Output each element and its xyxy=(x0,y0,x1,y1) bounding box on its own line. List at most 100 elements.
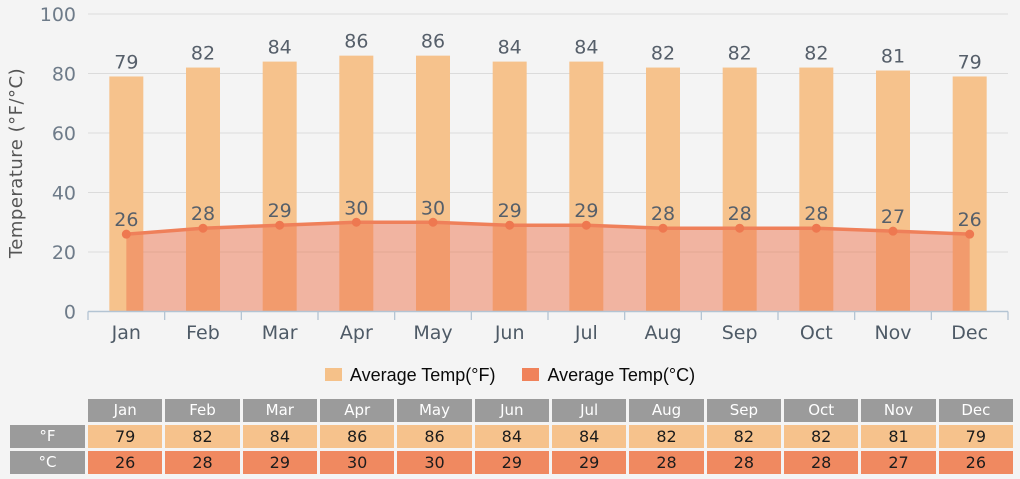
x-axis-label-feb: Feb xyxy=(186,322,220,344)
table-value-fahrenheit-mar: 84 xyxy=(242,425,317,448)
line-point-jul xyxy=(581,220,591,230)
point-value-label: 28 xyxy=(804,203,828,225)
table-month-header-nov: Nov xyxy=(861,399,936,422)
line-point-sep xyxy=(735,223,745,233)
table-value-celsius-may: 30 xyxy=(397,451,472,474)
point-value-label: 28 xyxy=(191,203,215,225)
table-row-label-celsius: °C xyxy=(10,451,85,474)
table-month-header-apr: Apr xyxy=(320,399,395,422)
table-value-fahrenheit-jan: 79 xyxy=(88,425,163,448)
table-value-fahrenheit-jun: 84 xyxy=(474,425,549,448)
x-axis-label-aug: Aug xyxy=(644,322,681,344)
bar-value-label: 79 xyxy=(114,51,138,73)
point-value-label: 28 xyxy=(728,203,752,225)
line-point-aug xyxy=(658,223,668,233)
table-month-header-aug: Aug xyxy=(629,399,704,422)
bar-value-label: 79 xyxy=(958,51,982,73)
bar-value-label: 82 xyxy=(191,43,215,65)
table-corner-cell xyxy=(10,399,85,422)
table-value-fahrenheit-aug: 82 xyxy=(629,425,704,448)
x-axis-label-jul: Jul xyxy=(574,322,598,344)
line-point-mar xyxy=(275,220,285,230)
table-month-header-jun: Jun xyxy=(474,399,549,422)
chart-legend: Average Temp(°F) Average Temp(°C) xyxy=(0,361,1020,388)
legend-label: Average Temp(°F) xyxy=(349,364,496,385)
x-axis-label-sep: Sep xyxy=(722,322,758,344)
table-value-fahrenheit-dec: 79 xyxy=(938,425,1013,448)
bar-value-label: 86 xyxy=(421,31,445,53)
bar-value-label: 84 xyxy=(498,37,522,59)
point-value-label: 26 xyxy=(114,209,138,231)
table-month-header-jan: Jan xyxy=(88,399,163,422)
area-series-celsius xyxy=(126,222,970,312)
legend-label: Average Temp(°C) xyxy=(547,364,696,385)
line-point-oct xyxy=(811,223,821,233)
x-axis-label-dec: Dec xyxy=(951,322,988,344)
legend-item-avg-temp-c[interactable]: Average Temp(°C) xyxy=(522,366,695,384)
table-value-fahrenheit-oct: 82 xyxy=(784,425,859,448)
table-value-fahrenheit-apr: 86 xyxy=(320,425,395,448)
temperature-chart: 0 20 40 60 80 100 Temperature (°F/°C) 79 82 84 86 8… xyxy=(6,4,1009,344)
point-value-label: 27 xyxy=(881,206,905,228)
table-value-celsius-feb: 28 xyxy=(165,451,240,474)
table-value-celsius-oct: 28 xyxy=(784,451,859,474)
table-value-fahrenheit-feb: 82 xyxy=(165,425,240,448)
x-axis-label-oct: Oct xyxy=(800,322,833,344)
table-value-celsius-apr: 30 xyxy=(320,451,395,474)
x-axis-label-jun: Jun xyxy=(494,322,525,344)
legend-item-avg-temp-f[interactable]: Average Temp(°F) xyxy=(324,364,496,385)
y-axis-tick-label: 0 xyxy=(64,302,76,324)
bar-value-label: 82 xyxy=(651,43,675,65)
x-axis-label-mar: Mar xyxy=(262,322,298,344)
legend-swatch-icon xyxy=(522,368,540,381)
line-point-dec xyxy=(965,229,975,239)
bar-value-label: 84 xyxy=(574,37,598,59)
y-axis-title: Temperature (°F/°C) xyxy=(6,68,27,259)
line-point-may xyxy=(428,217,438,227)
line-series-celsius xyxy=(126,220,970,236)
table-value-celsius-aug: 28 xyxy=(629,451,704,474)
line-point-jan xyxy=(121,229,131,239)
table-value-fahrenheit-nov: 81 xyxy=(861,425,936,448)
bar-value-label: 84 xyxy=(268,37,292,59)
point-value-label: 30 xyxy=(344,197,368,219)
line-point-apr xyxy=(351,217,361,227)
table-month-header-dec: Dec xyxy=(938,399,1013,422)
legend-swatch-icon xyxy=(324,368,342,381)
line-point-nov xyxy=(888,226,898,236)
y-axis-tick-label: 60 xyxy=(52,123,76,145)
table-value-celsius-jul: 29 xyxy=(552,451,627,474)
table-value-fahrenheit-sep: 82 xyxy=(706,425,781,448)
bar-value-label: 81 xyxy=(881,46,905,68)
table-value-fahrenheit-may: 86 xyxy=(397,425,472,448)
table-row-label-fahrenheit: °F xyxy=(10,425,85,448)
table-value-celsius-mar: 29 xyxy=(242,451,317,474)
point-value-label: 29 xyxy=(498,200,522,222)
x-axis-label-nov: Nov xyxy=(874,322,911,344)
bar-value-label: 86 xyxy=(344,31,368,53)
y-axis-tick-label: 20 xyxy=(52,242,76,264)
point-value-label: 29 xyxy=(268,200,292,222)
table-value-celsius-dec: 26 xyxy=(938,451,1013,474)
table-value-celsius-jun: 29 xyxy=(474,451,549,474)
bar-value-label: 82 xyxy=(804,43,828,65)
table-value-celsius-jan: 26 xyxy=(88,451,163,474)
point-value-label: 28 xyxy=(651,203,675,225)
x-axis-label-apr: Apr xyxy=(340,322,373,344)
table-month-header-mar: Mar xyxy=(242,399,317,422)
x-axis-label-jan: Jan xyxy=(111,322,141,344)
table-month-header-may: May xyxy=(397,399,472,422)
point-value-label: 30 xyxy=(421,197,445,219)
y-axis-tick-label: 40 xyxy=(52,183,76,205)
y-axis-tick-label: 80 xyxy=(52,64,76,86)
point-value-label: 26 xyxy=(958,209,982,231)
table-value-fahrenheit-jul: 84 xyxy=(552,425,627,448)
y-axis-tick-label: 100 xyxy=(40,4,76,26)
table-month-header-sep: Sep xyxy=(706,399,781,422)
table-month-header-jul: Jul xyxy=(552,399,627,422)
line-point-feb xyxy=(198,223,208,233)
table-value-celsius-nov: 27 xyxy=(861,451,936,474)
point-value-label: 29 xyxy=(574,200,598,222)
x-axis-label-may: May xyxy=(413,322,452,344)
table-month-header-oct: Oct xyxy=(784,399,859,422)
